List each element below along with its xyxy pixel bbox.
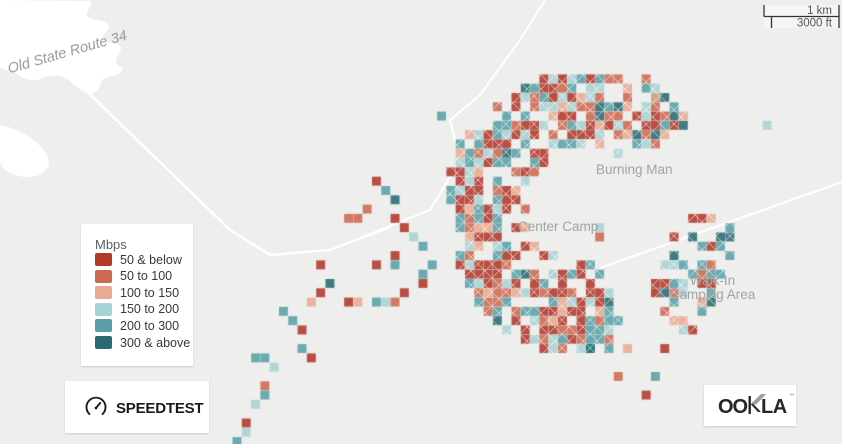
svg-text:LA: LA (761, 396, 787, 418)
svg-text:OO: OO (718, 396, 748, 418)
svg-text:™: ™ (789, 393, 794, 399)
